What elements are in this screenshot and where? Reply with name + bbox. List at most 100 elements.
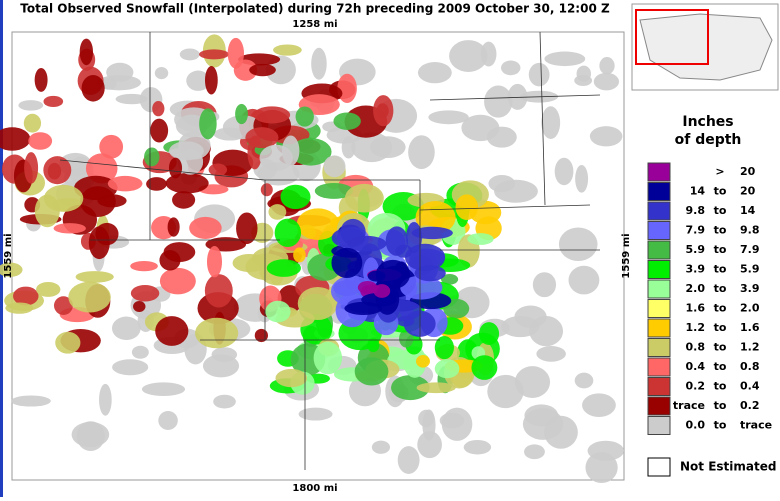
- legend-label: 0.0: [686, 419, 706, 432]
- snow-patch: [331, 247, 363, 278]
- snow-patch: [275, 368, 308, 388]
- state-border: [419, 204, 591, 211]
- snow-patch: [298, 407, 333, 421]
- legend-label: 0.2: [686, 380, 706, 393]
- snow-patch: [0, 262, 23, 277]
- right-distance: 1559 mi: [621, 233, 632, 278]
- snow-patch: [354, 357, 389, 386]
- snow-patch: [235, 103, 248, 125]
- snow-patch: [544, 51, 586, 67]
- legend-label: to: [714, 380, 727, 393]
- snow-patch: [34, 67, 48, 92]
- snow-patch: [585, 452, 618, 484]
- inset-box: [635, 9, 709, 65]
- snow-patch: [53, 296, 73, 315]
- snow-patch: [529, 316, 564, 347]
- snow-patch: [391, 375, 430, 401]
- snow-patch: [107, 175, 143, 192]
- snow-patch: [574, 372, 594, 389]
- legend-label: 1.6: [740, 321, 760, 334]
- snow-patch: [150, 118, 169, 143]
- snow-patch: [259, 144, 293, 171]
- snow-patch: [568, 265, 600, 295]
- legend-label: to: [714, 185, 727, 198]
- legend-label: to: [714, 360, 727, 373]
- snow-patch: [311, 47, 327, 80]
- snow-patch: [199, 108, 217, 140]
- snow-patch: [314, 182, 354, 199]
- snow-patch: [589, 126, 623, 147]
- snow-patch: [141, 382, 186, 397]
- snow-patch: [313, 341, 343, 375]
- state-border: [539, 31, 546, 206]
- state-border: [59, 159, 266, 181]
- snow-patch: [195, 317, 239, 349]
- snow-patch: [404, 243, 446, 271]
- snow-patch: [268, 204, 287, 220]
- snow-patch: [36, 281, 61, 297]
- snow-patch: [494, 179, 538, 203]
- snow-patch: [337, 73, 357, 103]
- snow-patch: [163, 242, 196, 263]
- snow-patch: [55, 331, 81, 354]
- snow-patch: [544, 415, 578, 449]
- snow-patch: [467, 233, 494, 245]
- snow-patch: [340, 218, 366, 246]
- legend-title: of depth: [675, 132, 742, 148]
- legend-label: to: [714, 341, 727, 354]
- snow-patch: [415, 354, 430, 368]
- snow-patch: [76, 421, 105, 452]
- legend-swatch: [647, 318, 671, 338]
- snow-patch: [11, 395, 51, 407]
- snow-patch: [18, 100, 44, 111]
- legend-label: 3.9: [740, 282, 760, 295]
- legend-label: 9.8: [686, 204, 706, 217]
- edge-bar: [0, 0, 3, 497]
- legend-swatch: [647, 221, 671, 240]
- snow-patch: [575, 164, 589, 193]
- legend-label: 2.0: [740, 302, 760, 315]
- snow-patch: [146, 177, 167, 191]
- snow-patch: [416, 382, 456, 394]
- snow-patch: [130, 285, 160, 302]
- snow-patch: [524, 444, 545, 460]
- top-distance: 1258 mi: [292, 19, 337, 30]
- snow-patch: [385, 226, 408, 256]
- snow-patch: [106, 62, 134, 82]
- snow-patch: [414, 265, 446, 282]
- snow-patch: [189, 216, 222, 240]
- snow-patch: [441, 407, 473, 441]
- legend-label: 0.4: [686, 360, 706, 373]
- legend-label: 5.9: [740, 263, 760, 276]
- legend-label: 1.6: [686, 302, 706, 315]
- snow-patch: [167, 217, 180, 237]
- snow-patch: [43, 184, 84, 212]
- snow-patch: [158, 410, 178, 430]
- snow-patch: [68, 281, 111, 313]
- snow-patch: [434, 335, 454, 360]
- snow-patch: [582, 393, 616, 417]
- snow-patch: [172, 191, 196, 209]
- snow-patch: [536, 345, 566, 362]
- snow-patch: [417, 431, 442, 459]
- snow-patch: [593, 72, 620, 91]
- legend-label: 3.9: [686, 263, 706, 276]
- legend-label: 1.2: [740, 341, 760, 354]
- snow-patch: [179, 48, 200, 61]
- snow-patch: [245, 127, 279, 149]
- legend-label: 0.8: [686, 341, 706, 354]
- legend-label: >: [715, 165, 724, 178]
- snow-patch: [471, 355, 498, 380]
- snow-patch: [375, 259, 410, 290]
- snow-patch: [168, 157, 183, 179]
- snow-patch: [260, 183, 273, 197]
- snow-patch: [266, 259, 301, 277]
- map: [0, 31, 625, 484]
- snow-patch: [211, 347, 238, 362]
- snow-patch: [480, 41, 497, 67]
- snow-patch: [154, 66, 169, 80]
- snow-patch: [554, 157, 574, 186]
- legend-swatch: [647, 338, 671, 357]
- snow-patch: [111, 316, 141, 341]
